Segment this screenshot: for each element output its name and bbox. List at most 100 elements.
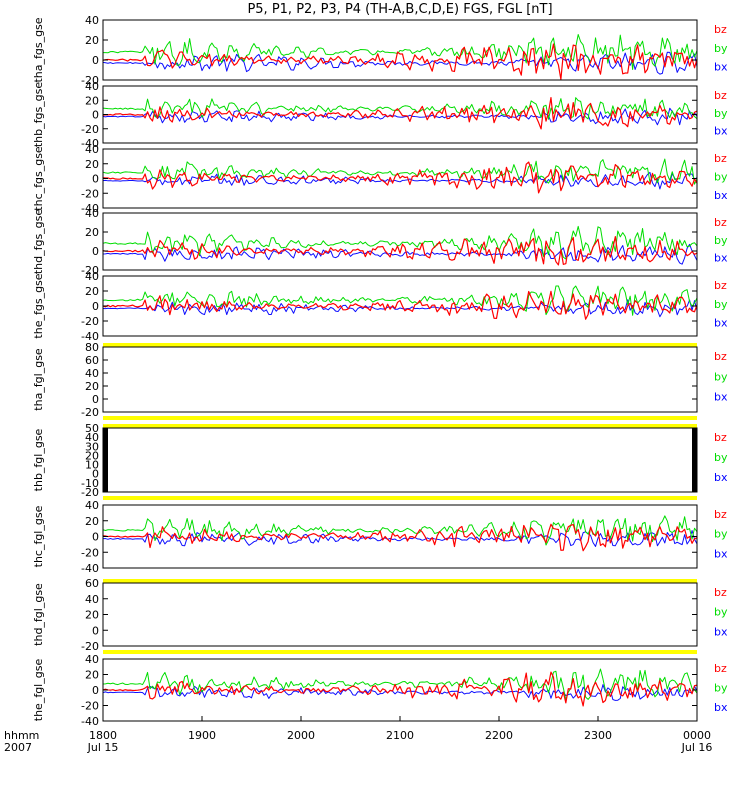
y-tick-label: -40 [81,330,99,343]
y-axis-label: thb_fgs_gse [32,82,45,148]
y-tick-label: 60 [85,354,99,367]
series-by-line [102,97,698,120]
panel-the_fgs_gse: -40 -20 0 20 40 the_fgs_gse bz by bx [32,270,728,343]
panel-frame [102,19,698,81]
y-tick-label: 40 [85,207,99,220]
y-tick-label: 0 [92,173,99,186]
legend-by: by [714,298,728,311]
y-tick-label: -20 [81,74,99,87]
y-tick-label: 30 [85,440,99,453]
legend-bx: bx [714,701,728,714]
series-by-line [102,285,698,316]
panel-background [103,428,697,492]
x-axis-label: hhmm [4,729,39,742]
panel-thc_fgs_gse: -40 -200 20 40 thc_fgs_gse bz by bx [32,143,728,215]
series-bz-line [102,671,698,707]
legend-bz: bz [714,431,727,444]
panel-flag-bar-bottom [103,496,697,500]
legend-by: by [714,234,728,247]
y-tick-label: 20 [85,285,99,298]
series-bx-line [102,51,698,75]
y-tick-label: 20 [85,609,99,622]
legend-bx: bx [714,61,728,74]
y-axis-label: thd_fgl_gse [32,583,45,646]
panel-the_fgl_gse: -40 -20 0 20 40 the_fgl_gse bz by bx [32,653,728,728]
y-tick-label: 0 [92,468,99,481]
series-bx-line [102,299,698,318]
legend-by: by [714,42,728,55]
panel-frame [102,427,698,493]
y-tick-label: -20 [81,315,99,328]
panel-tha_fgs_gse: -20 0 20 40 tha_fgs_gse bz by bx [32,14,728,87]
series-bz-line [102,161,698,194]
y-tick-label: 0 [92,393,99,406]
series-bx-line [102,530,698,547]
series-bz-line [102,523,698,552]
y-tick-label: -40 [81,202,99,215]
y-tick-label: -40 [81,137,99,150]
panel-thd_fgl_gse: -20 0 20 40 60 thd_fgl_gse bz by bx [32,577,728,654]
legend-bz: bz [714,662,727,675]
y-tick-label: 20 [85,34,99,47]
series-by-line [102,515,698,546]
y-axis-label: thc_fgl_gse [32,505,45,567]
legend-bx: bx [714,252,728,265]
panel-data-block-left [103,428,108,492]
y-tick-label: 40 [85,143,99,156]
y-tick-label: -40 [81,562,99,575]
legend-bz: bz [714,216,727,229]
x-tick-date-label: Jul 15 [87,741,119,754]
y-axis-label: tha_fgs_gse [32,17,45,82]
y-tick-label: 20 [85,94,99,107]
y-tick-label: 0 [92,531,99,544]
y-axis-label: the_fgs_gse [32,273,45,338]
series-by-line [102,668,698,701]
x-axis-year-label: 2007 [4,741,32,754]
y-tick-label: 80 [85,341,99,354]
legend-by: by [714,370,728,383]
panel-thd_fgs_gse: -20 0 20 40 thd_fgs_gse bz by bx [32,207,728,277]
series-by-line [102,158,698,185]
x-tick-label: 2100 [386,729,414,742]
series-bz-line [102,97,698,130]
y-tick-label: -20 [81,700,99,713]
y-tick-label: 40 [85,431,99,444]
y-tick-label: 0 [92,300,99,313]
y-tick-label: -40 [81,715,99,728]
panel-thc_fgl_gse: -40 -20 0 20 40 thc_fgl_gse bz by bx [32,499,728,575]
legend-by: by [714,606,728,619]
y-axis-label: thc_fgs_gse [32,146,45,211]
panel-background [103,505,697,568]
y-tick-label: 40 [85,80,99,93]
panel-flag-bar-top [103,343,697,347]
panel-data-block-right [692,428,697,492]
y-tick-label: 40 [85,653,99,666]
y-tick-label: 0 [92,109,99,122]
panel-flag-bar-top [103,424,697,428]
legend-bx: bx [714,547,728,560]
y-tick-label: 0 [92,624,99,637]
y-tick-label: -20 [81,546,99,559]
y-tick-label: 0 [92,684,99,697]
legend-bx: bx [714,625,728,638]
series-bz-line [102,43,698,80]
y-tick-label: 40 [85,367,99,380]
y-tick-label: 0 [92,245,99,258]
legend-bz: bz [714,152,727,165]
series-bz-line [102,290,698,320]
y-tick-label: -20 [81,123,99,136]
y-tick-label: 20 [85,669,99,682]
legend-bz: bz [714,23,727,36]
panel-flag-bar-bottom [103,416,697,420]
x-tick-label: 2000 [287,729,315,742]
panel-background [103,347,697,412]
y-axis-label: the_fgl_gse [32,659,45,722]
legend-bz: bz [714,89,727,102]
chart-title: P5, P1, P2, P3, P4 (TH-A,B,C,D,E) FGS, F… [247,2,552,17]
y-tick-label: -20 [81,187,99,200]
y-tick-label: 40 [85,270,99,283]
